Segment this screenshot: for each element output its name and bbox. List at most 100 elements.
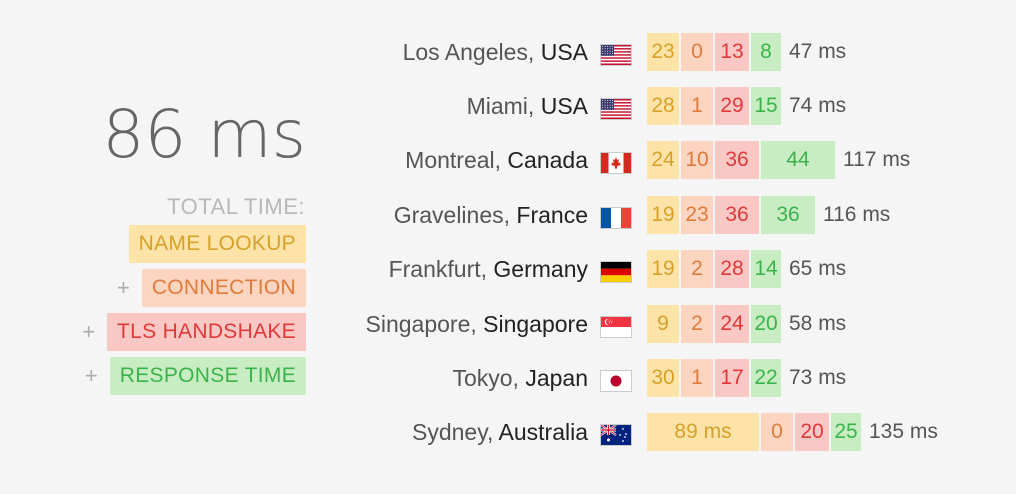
total-time-label: TOTAL TIME: — [167, 194, 305, 219]
legend-response-time-label: RESPONSE TIME — [109, 357, 306, 395]
city-name: Montreal — [405, 147, 495, 173]
location-label: Frankfurt, Germany — [389, 250, 588, 288]
row-total-time: 47 ms — [789, 40, 847, 63]
city-name: Miami — [466, 93, 528, 119]
singapore-flag-icon — [600, 316, 632, 338]
japan-flag-icon — [600, 370, 632, 392]
connection-segment: 0 — [681, 33, 713, 71]
connection-segment: 23 — [681, 196, 713, 234]
connection-segment: 2 — [681, 250, 713, 288]
australia-flag-icon — [600, 424, 632, 446]
city-name: Tokyo — [452, 365, 513, 391]
legend-response-time: + RESPONSE TIME — [85, 357, 306, 395]
legend-name-lookup: NAME LOOKUP — [128, 225, 306, 263]
location-label: Tokyo, Japan — [452, 359, 588, 397]
country-name: USA — [540, 39, 588, 65]
tls-handshake-segment: 17 — [715, 359, 749, 397]
city-name: Frankfurt — [388, 256, 481, 282]
name-lookup-segment: 28 — [647, 87, 679, 125]
response-time-segment: 8 — [751, 33, 781, 71]
connection-segment: 0 — [761, 413, 793, 451]
location-row: Miami, USA 28 1 29 15 74 ms — [0, 87, 1016, 125]
connection-segment: 2 — [681, 305, 713, 343]
legend-tls-handshake-label: TLS HANDSHAKE — [107, 313, 306, 351]
name-lookup-segment: 24 — [647, 141, 679, 179]
us-flag-icon — [600, 44, 632, 66]
timing-bars: 23 0 13 8 47 ms — [647, 33, 846, 71]
city-name: Gravelines — [393, 202, 504, 228]
city-name: Los Angeles — [402, 39, 528, 65]
response-time-segment: 22 — [751, 359, 781, 397]
plus-sign: + — [82, 319, 96, 344]
timing-bars: 24 10 36 44 117 ms — [647, 141, 910, 179]
timing-bars: 89 ms 0 20 25 135 ms — [647, 413, 938, 451]
timing-bars: 28 1 29 15 74 ms — [647, 87, 846, 125]
separator: , — [503, 202, 517, 228]
location-label: Miami, USA — [467, 87, 588, 125]
separator: , — [487, 419, 499, 445]
separator: , — [527, 39, 541, 65]
response-time-segment: 25 — [831, 413, 861, 451]
connection-segment: 10 — [681, 141, 713, 179]
name-lookup-segment: 30 — [647, 359, 679, 397]
location-row: Frankfurt, Germany 19 2 28 14 65 ms — [0, 250, 1016, 288]
country-name: Japan — [525, 365, 588, 391]
response-time-segment: 36 — [761, 196, 815, 234]
location-label: Los Angeles, USA — [403, 33, 588, 71]
separator: , — [527, 93, 541, 119]
legend-name-lookup-label: NAME LOOKUP — [128, 225, 306, 263]
name-lookup-segment: 19 — [647, 250, 679, 288]
tls-handshake-segment: 36 — [715, 196, 759, 234]
name-lookup-segment: 23 — [647, 33, 679, 71]
timing-bars: 19 23 36 36 116 ms — [647, 196, 890, 234]
separator: , — [480, 256, 494, 282]
response-time-segment: 44 — [761, 141, 835, 179]
location-label: Montreal, Canada — [405, 141, 588, 179]
row-total-time: 73 ms — [789, 366, 847, 389]
summary-panel: 86 ms TOTAL TIME: NAME LOOKUP + CONNECTI… — [0, 0, 310, 494]
name-lookup-segment: 9 — [647, 305, 679, 343]
location-label: Gravelines, France — [394, 196, 588, 234]
tls-handshake-segment: 28 — [715, 250, 749, 288]
tls-handshake-segment: 20 — [795, 413, 829, 451]
legend-connection: + CONNECTION — [117, 269, 306, 307]
france-flag-icon — [600, 207, 632, 229]
plus-sign: + — [116, 275, 130, 300]
tls-handshake-segment: 36 — [715, 141, 759, 179]
response-time-segment: 15 — [751, 87, 781, 125]
location-label: Sydney, Australia — [412, 413, 588, 451]
location-row: Sydney, Australia 89 ms 0 20 25 135 ms — [0, 413, 1016, 451]
total-time-value: 86 ms — [102, 96, 306, 173]
row-total-time: 135 ms — [869, 420, 938, 443]
row-total-time: 74 ms — [789, 94, 847, 117]
tls-handshake-segment: 24 — [715, 305, 749, 343]
tls-handshake-segment: 13 — [715, 33, 749, 71]
timing-bars: 30 1 17 22 73 ms — [647, 359, 846, 397]
canada-flag-icon — [600, 152, 632, 174]
connection-segment: 1 — [681, 87, 713, 125]
country-name: France — [516, 202, 588, 228]
response-time-segment: 20 — [751, 305, 781, 343]
country-name: USA — [540, 93, 588, 119]
location-label: Singapore, Singapore — [366, 305, 589, 343]
country-name: Singapore — [483, 311, 588, 337]
legend-connection-label: CONNECTION — [141, 269, 306, 307]
location-row: Tokyo, Japan 30 1 17 22 73 ms — [0, 359, 1016, 397]
timing-bars: 19 2 28 14 65 ms — [647, 250, 846, 288]
country-name: Australia — [498, 419, 588, 445]
tls-handshake-segment: 29 — [715, 87, 749, 125]
separator: , — [512, 365, 526, 391]
separator: , — [494, 147, 508, 173]
response-time-segment: 14 — [751, 250, 781, 288]
plus-sign: + — [84, 363, 98, 388]
location-row: Montreal, Canada 24 10 36 44 117 ms — [0, 141, 1016, 179]
row-total-time: 117 ms — [843, 148, 911, 171]
location-row: Singapore, Singapore 9 2 24 20 58 ms — [0, 305, 1016, 343]
connection-segment: 1 — [681, 359, 713, 397]
row-total-time: 65 ms — [789, 257, 847, 280]
legend-tls-handshake: + TLS HANDSHAKE — [82, 313, 306, 351]
timing-bars: 9 2 24 20 58 ms — [647, 305, 846, 343]
name-lookup-segment: 89 ms — [647, 413, 759, 451]
germany-flag-icon — [600, 261, 632, 283]
row-total-time: 116 ms — [823, 203, 891, 226]
